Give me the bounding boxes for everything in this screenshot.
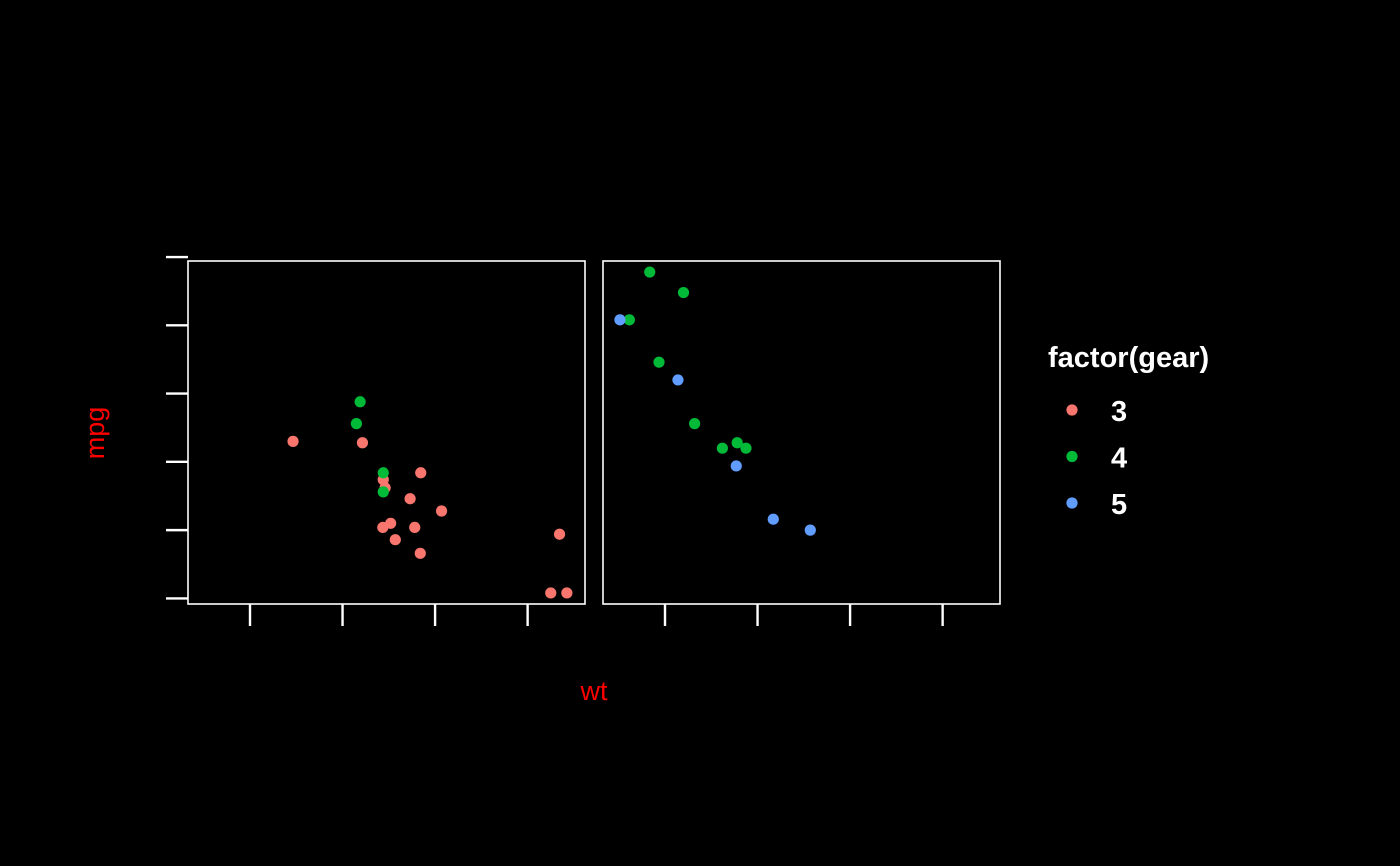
legend-key-3 xyxy=(1066,404,1078,416)
data-point-gear-4 xyxy=(377,486,389,498)
panel-1-frame xyxy=(187,260,586,605)
data-point-gear-3 xyxy=(404,493,416,505)
panels-layer xyxy=(187,260,1001,605)
x-axis-title: wt xyxy=(580,676,608,706)
data-point-gear-3 xyxy=(389,534,401,546)
data-point-gear-5 xyxy=(730,460,742,472)
data-point-gear-3 xyxy=(377,521,389,533)
legend-key-5 xyxy=(1066,497,1078,509)
data-point-gear-4 xyxy=(377,467,389,479)
legend-label-5: 5 xyxy=(1111,489,1127,521)
data-point-gear-3 xyxy=(356,437,369,449)
data-point-gear-4 xyxy=(644,266,656,278)
data-point-gear-3 xyxy=(435,505,448,517)
data-point-gear-4 xyxy=(740,442,752,454)
data-point-gear-5 xyxy=(614,314,626,326)
panel-2-frame xyxy=(602,260,1001,605)
legend-label-3: 3 xyxy=(1111,396,1127,428)
data-point-gear-3 xyxy=(561,587,573,599)
data-point-gear-4 xyxy=(689,418,701,430)
data-point-gear-4 xyxy=(677,286,690,299)
data-point-gear-5 xyxy=(804,524,816,536)
data-point-gear-3 xyxy=(287,435,299,447)
data-point-gear-5 xyxy=(767,513,779,525)
legend-entries: 3 4 5 xyxy=(1066,396,1127,521)
legend-label-4: 4 xyxy=(1111,443,1127,475)
data-point-gear-3 xyxy=(414,547,426,559)
data-point-gear-3 xyxy=(545,587,557,599)
data-point-gear-3 xyxy=(409,521,421,533)
data-point-gear-4 xyxy=(653,356,665,368)
data-point-gear-4 xyxy=(731,437,743,449)
data-point-gear-4 xyxy=(350,418,363,430)
y-axis-title: mpg xyxy=(80,407,110,460)
legend: factor(gear) 3 4 5 xyxy=(1048,342,1209,521)
legend-key-4 xyxy=(1066,450,1078,463)
marks-layer xyxy=(287,266,816,599)
axes-layer xyxy=(166,255,944,626)
data-point-gear-4 xyxy=(716,442,728,454)
data-point-gear-3 xyxy=(415,467,427,479)
data-point-gear-4 xyxy=(354,396,366,408)
legend-title: factor(gear) xyxy=(1048,342,1209,374)
data-point-gear-4 xyxy=(623,314,635,326)
data-point-gear-5 xyxy=(672,374,684,386)
data-point-gear-3 xyxy=(553,528,566,540)
